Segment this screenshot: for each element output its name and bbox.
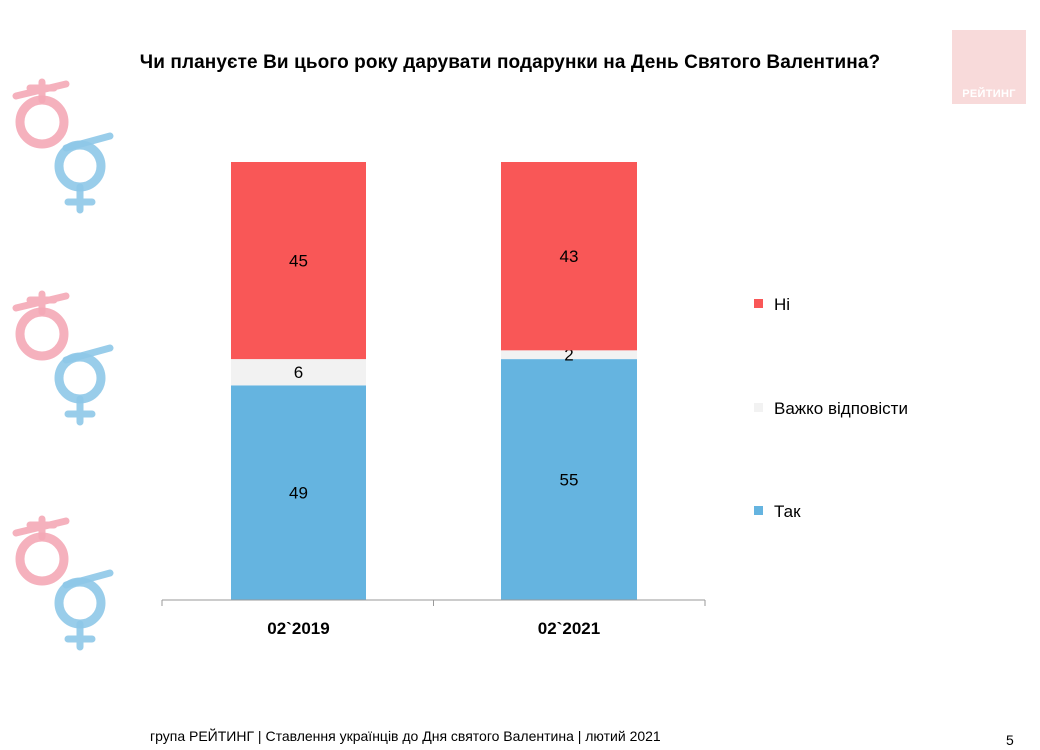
legend-swatch-vazhko (754, 403, 763, 412)
bar-segment-vazhko-1 (231, 359, 366, 386)
data-label-vazhko-2: 2 (564, 346, 573, 365)
data-label-tak-2: 55 (560, 471, 579, 490)
bar-segment-tak-2 (501, 359, 637, 600)
gender-symbols-icon (12, 290, 114, 426)
data-label-tak-1: 49 (289, 484, 308, 503)
legend-label-vazhko: Важко відповісти (774, 399, 908, 418)
page-number: 5 (1006, 732, 1014, 748)
legend-swatch-ni (754, 299, 763, 308)
gender-symbols-icon (12, 78, 114, 214)
x-tick-label-2: 02`2021 (538, 619, 600, 638)
gender-symbols-icon (12, 515, 114, 651)
bar-segment-ni-1 (231, 162, 366, 360)
logo: РЕЙТИНГ (952, 30, 1026, 104)
data-label-ni-1: 45 (289, 252, 308, 271)
data-label-ni-2: 43 (560, 247, 579, 266)
bar-segment-tak-1 (231, 385, 366, 600)
legend-swatch-tak (754, 506, 763, 515)
logo-text: РЕЙТИНГ (962, 88, 1016, 100)
x-tick-label-1: 02`2019 (267, 619, 329, 638)
footer-text: група РЕЙТИНГ | Ставлення українців до Д… (150, 728, 661, 744)
data-label-vazhko-1: 6 (294, 363, 303, 382)
bar-segment-ni-2 (501, 162, 637, 351)
legend-label-tak: Так (774, 502, 801, 521)
page-title: Чи плануєте Ви цього року дарувати подар… (139, 52, 881, 73)
bar-segment-vazhko-2 (501, 350, 637, 360)
legend-label-ni: Ні (774, 295, 791, 314)
